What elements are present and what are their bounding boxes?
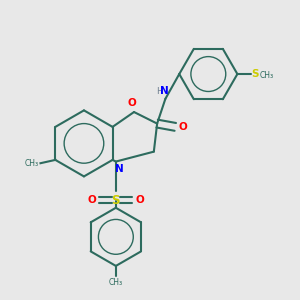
- Text: CH₃: CH₃: [260, 71, 274, 80]
- Text: N: N: [160, 85, 169, 95]
- Text: N: N: [116, 164, 124, 174]
- Text: S: S: [252, 69, 259, 79]
- Text: CH₃: CH₃: [25, 159, 39, 168]
- Text: H: H: [156, 86, 163, 95]
- Text: O: O: [136, 195, 144, 205]
- Text: CH₃: CH₃: [109, 278, 123, 287]
- Text: O: O: [128, 98, 137, 108]
- Text: S: S: [112, 194, 120, 207]
- Text: O: O: [178, 122, 188, 132]
- Text: O: O: [87, 195, 96, 205]
